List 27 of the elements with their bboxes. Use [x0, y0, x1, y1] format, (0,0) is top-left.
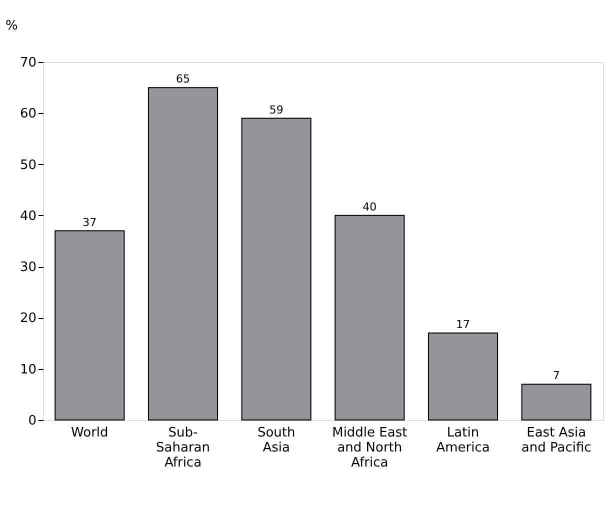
- y-tick-label: 30: [20, 260, 36, 276]
- data-label: 59: [269, 103, 284, 116]
- data-label: 37: [82, 216, 97, 229]
- data-label: 40: [362, 200, 377, 214]
- y-tick-label: 10: [20, 362, 36, 378]
- x-tick-label: South Asia: [257, 426, 296, 456]
- y-tick-label: 50: [20, 158, 36, 173]
- y-tick-label: 0: [28, 414, 36, 428]
- bar: [54, 230, 125, 420]
- data-label: 17: [456, 318, 470, 332]
- bar: [521, 384, 592, 420]
- x-tick-label: East Asia and Pacific: [521, 426, 592, 456]
- data-label: 7: [552, 369, 560, 382]
- y-tick-label: 70: [20, 56, 36, 70]
- bar: [334, 214, 405, 420]
- y-axis-title: %: [6, 18, 18, 34]
- data-label: 65: [176, 72, 190, 86]
- y-tick-label: 60: [20, 106, 36, 122]
- x-tick-label: Sub- Saharan Africa: [156, 426, 210, 470]
- bar: [148, 87, 218, 420]
- x-tick-label: Middle East and North Africa: [332, 426, 408, 470]
- x-tick-label: Latin America: [436, 426, 490, 456]
- bar: [241, 118, 312, 420]
- y-tick-label: 20: [20, 311, 36, 326]
- bar: [428, 332, 498, 420]
- y-tick-label: 40: [20, 208, 36, 224]
- x-tick-label: World: [71, 426, 108, 440]
